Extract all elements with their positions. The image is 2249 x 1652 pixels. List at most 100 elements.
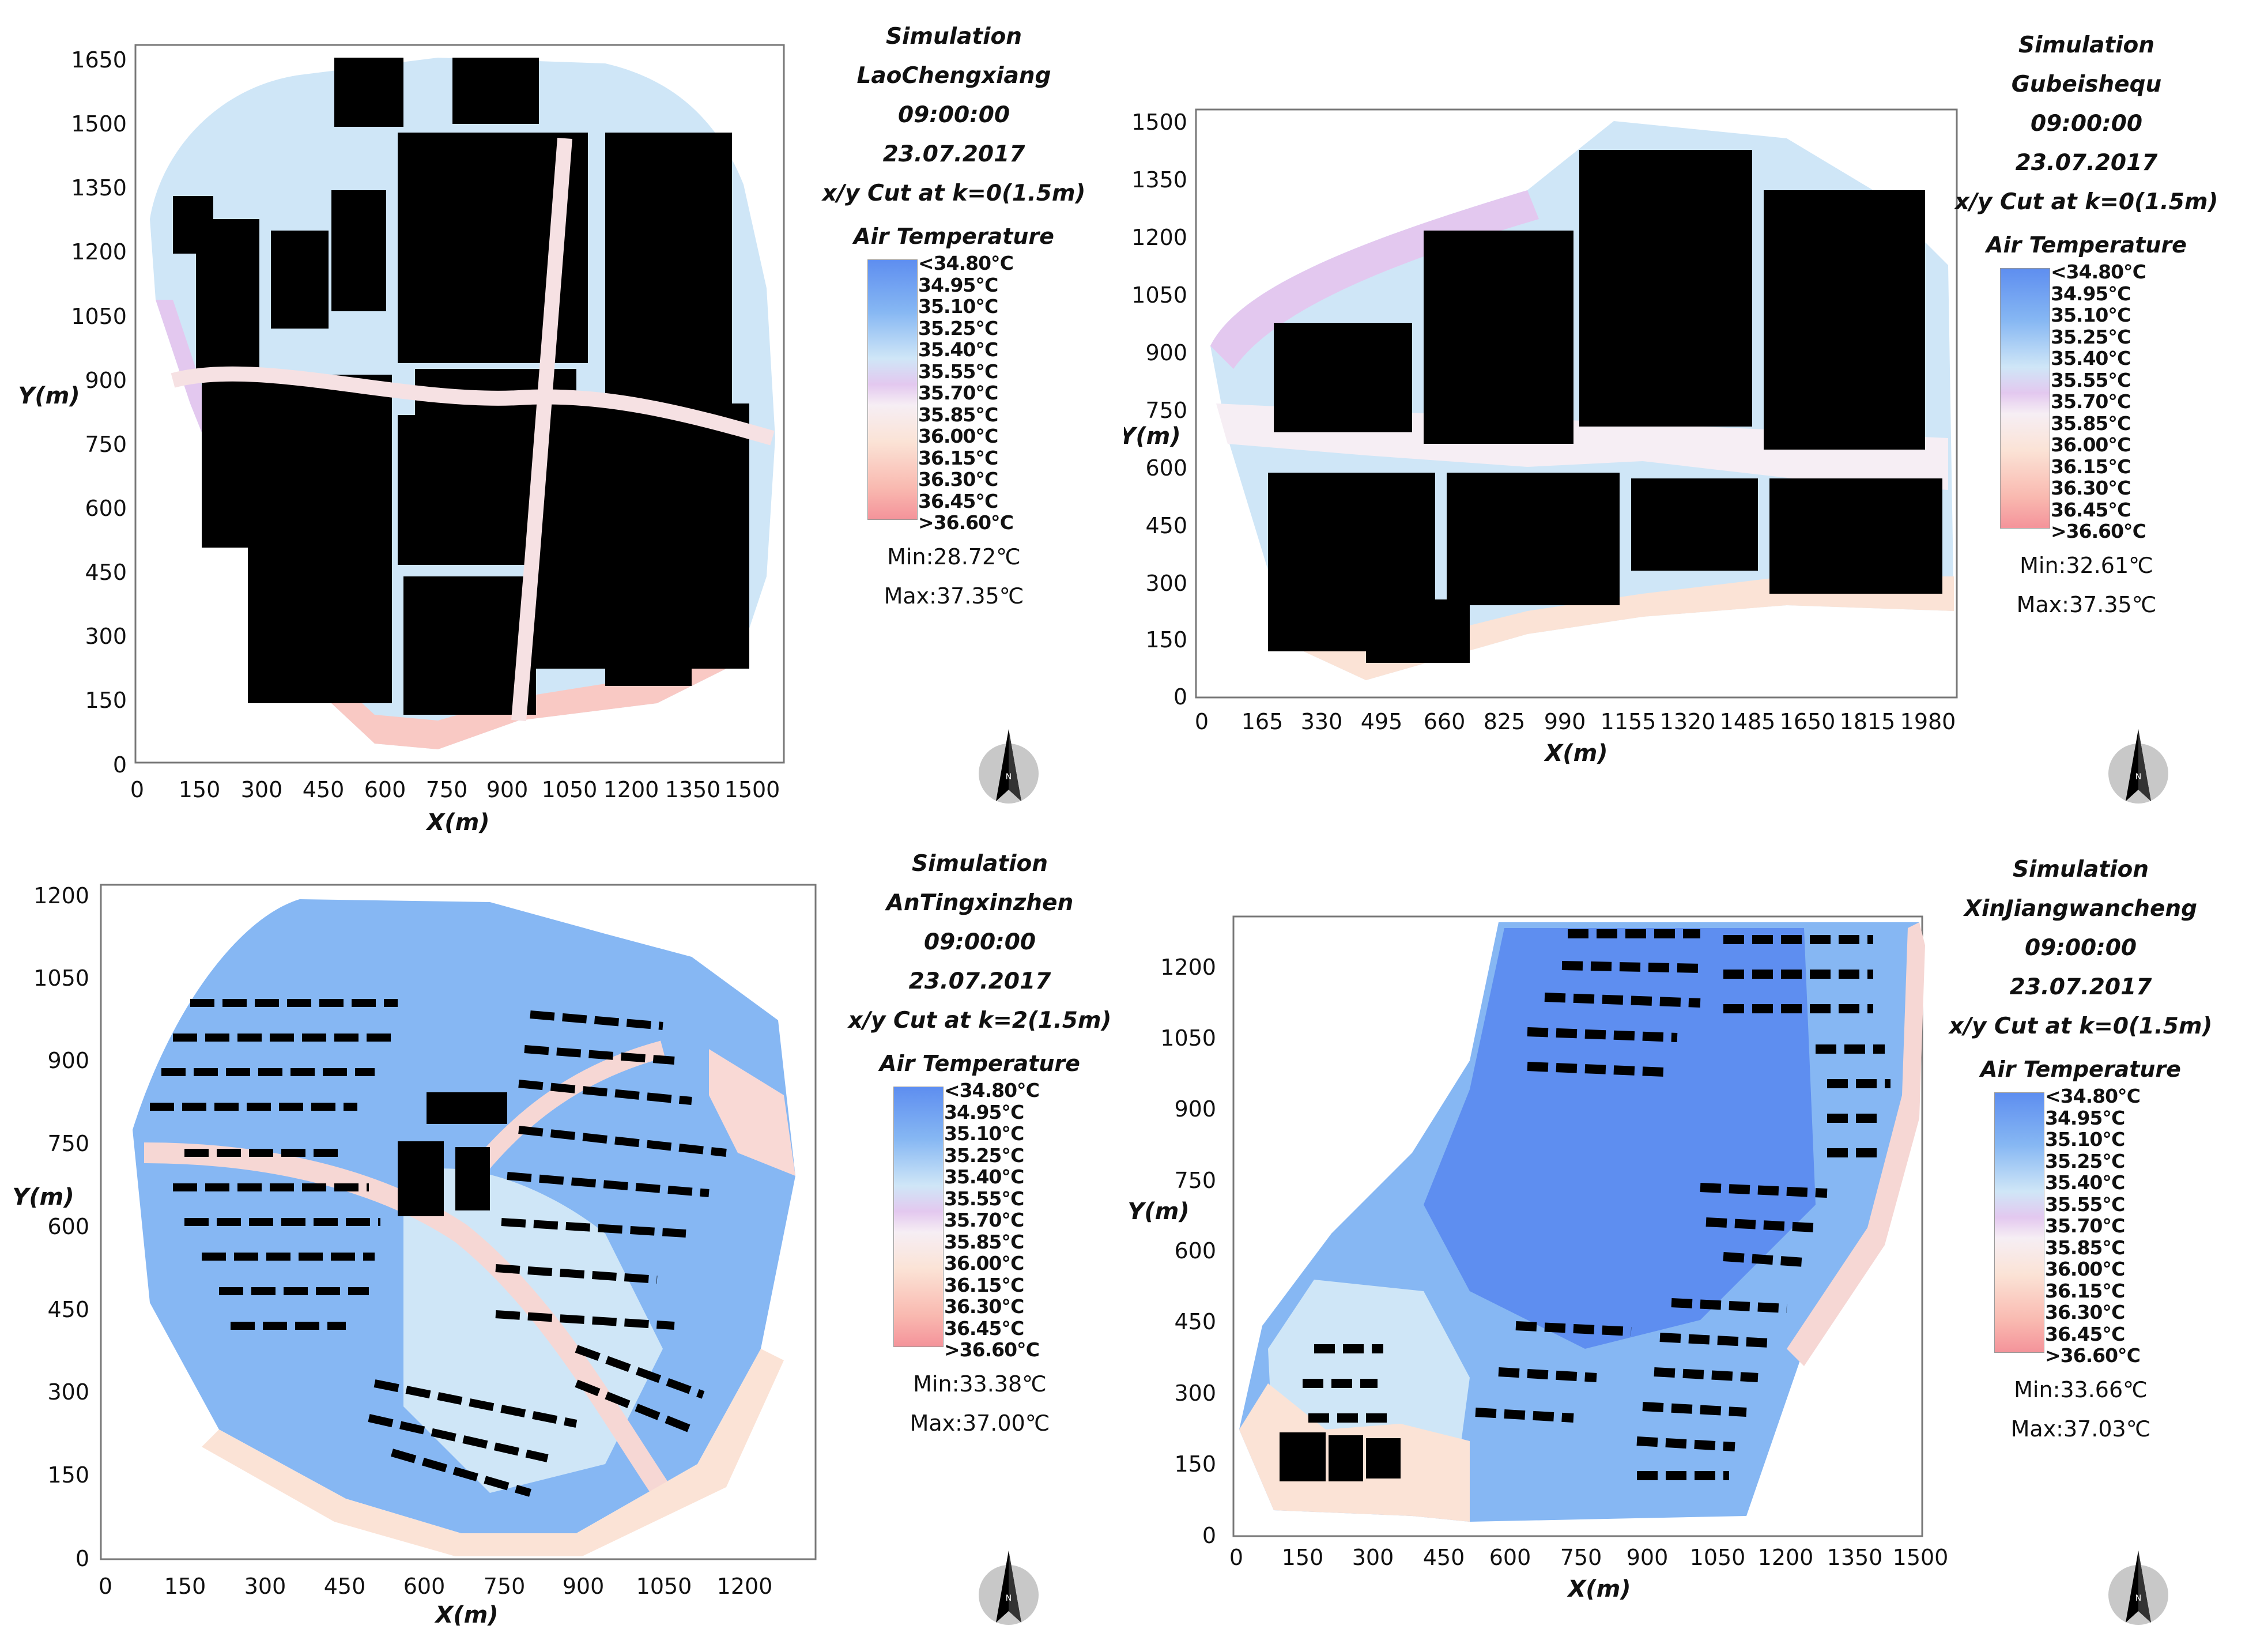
river-path (171, 138, 775, 722)
sim-date: 23.07.2017 (908, 968, 1051, 994)
legend-label: 35.40℃ (2045, 1171, 2125, 1194)
svg-text:N: N (2135, 772, 2141, 782)
y-tick: 1500 (1131, 110, 1187, 135)
y-tick: 450 (1174, 1309, 1216, 1334)
legend-label: 36.00℃ (944, 1252, 1024, 1274)
legend-label: 35.10℃ (918, 295, 998, 318)
legend-labels: <34.80℃ 34.95℃ 35.10℃ 35.25℃ 35.40℃ 35.5… (2045, 1085, 2172, 1367)
legend-gradient (893, 1087, 944, 1347)
simulation-label: Simulation (885, 24, 1022, 50)
y-tick: 150 (1174, 1451, 1216, 1477)
x-tick: 0 (1195, 709, 1209, 734)
x-tick: 660 (1424, 709, 1466, 734)
building-blocks (398, 1092, 507, 1216)
y-tick: 900 (1174, 1096, 1216, 1122)
y-tick: 750 (1174, 1168, 1216, 1193)
area-name: AnTingxinzhen (886, 890, 1074, 916)
info-block: Simulation XinJiangwancheng 09:00:00 23.… (1942, 850, 2219, 1449)
legend-label: 36.45℃ (944, 1317, 1024, 1340)
warm-edge (1787, 922, 1925, 1366)
x-axis: 0 150 300 450 600 750 900 1050 1200 1350… (1229, 1545, 1948, 1602)
x-tick: 1200 (1758, 1545, 1814, 1570)
legend-label: 36.15℃ (2051, 455, 2131, 478)
color-legend: <34.80℃ 34.95℃ 35.10℃ 35.25℃ 35.40℃ 35.5… (893, 1080, 1066, 1360)
color-legend: <34.80℃ 34.95℃ 35.10℃ 35.25℃ 35.40℃ 35.5… (2000, 261, 2173, 542)
x-tick: 450 (303, 777, 345, 802)
legend-label: 35.25℃ (944, 1144, 1024, 1167)
x-tick: 750 (1560, 1545, 1602, 1570)
y-tick: 1050 (1131, 282, 1187, 308)
info-block: Simulation LaoChengxiang 09:00:00 23.07.… (804, 17, 1104, 616)
x-tick: 1320 (1660, 709, 1716, 734)
legend-label: 35.70℃ (2045, 1215, 2125, 1237)
x-tick: 495 (1361, 709, 1403, 734)
max-value: Max:37.35℃ (2016, 592, 2157, 617)
legend-label: <34.80℃ (918, 252, 1014, 274)
legend-gradient (2000, 268, 2050, 529)
x-tick: 1815 (1840, 709, 1896, 734)
legend-label: 36.00℃ (2051, 433, 2131, 456)
y-tick: 0 (113, 752, 127, 778)
y-tick: 1200 (1160, 955, 1216, 980)
x-tick: 900 (1627, 1545, 1669, 1570)
area-name: XinJiangwancheng (1964, 896, 2198, 922)
y-tick: 750 (85, 432, 127, 457)
x-tick: 300 (1352, 1545, 1394, 1570)
info-block: Simulation Gubeishequ 09:00:00 23.07.201… (1954, 26, 2219, 624)
north-arrow-icon: N (2108, 729, 2168, 804)
x-axis-label: X(m) (433, 1602, 498, 1628)
legend-label: >36.60℃ (944, 1338, 1040, 1361)
x-tick: 300 (241, 777, 283, 802)
legend-label: 35.55℃ (918, 360, 998, 383)
x-axis: 0 165 330 495 660 825 990 1155 1320 1485… (1195, 709, 1956, 767)
legend-label: 36.30℃ (2045, 1301, 2125, 1323)
y-tick: 1650 (71, 47, 127, 73)
sim-date: 23.07.2017 (2015, 150, 2158, 176)
min-value: Min:33.66℃ (2014, 1377, 2148, 1402)
x-tick: 1650 (1780, 709, 1836, 734)
legend-label: >36.60℃ (918, 511, 1014, 534)
x-axis-label: X(m) (1566, 1576, 1631, 1602)
legend-title: Air Temperature (854, 224, 1054, 249)
legend-label: 35.70℃ (918, 382, 998, 404)
info-block: Simulation AnTingxinzhen 09:00:00 23.07.… (842, 844, 1118, 1443)
y-tick: 450 (85, 560, 127, 585)
x-tick: 990 (1544, 709, 1586, 734)
y-axis-label: Y(m) (12, 1184, 74, 1210)
x-tick: 150 (179, 777, 221, 802)
building-blocks (1268, 150, 1942, 663)
legend-labels: <34.80℃ 34.95℃ 35.10℃ 35.25℃ 35.40℃ 35.5… (918, 252, 1045, 534)
legend-label: 36.45℃ (2051, 498, 2131, 521)
x-axis-label: X(m) (425, 809, 489, 836)
y-tick: 750 (1145, 398, 1187, 423)
legend-label: 36.15℃ (944, 1273, 1024, 1296)
building-rows (150, 999, 727, 1497)
min-value: Min:33.38℃ (913, 1371, 1047, 1397)
y-tick: 300 (1145, 571, 1187, 596)
y-tick: 450 (47, 1297, 89, 1322)
sim-time: 09:00:00 (2024, 935, 2137, 961)
cut-label: x/y Cut at k=2(1.5m) (848, 1008, 1112, 1034)
area-name: LaoChengxiang (856, 63, 1051, 89)
north-arrow-icon: N (979, 729, 1039, 804)
color-legend: <34.80℃ 34.95℃ 35.10℃ 35.25℃ 35.40℃ 35.5… (1994, 1085, 2167, 1366)
color-legend: <34.80℃ 34.95℃ 35.10℃ 35.25℃ 35.40℃ 35.5… (867, 252, 1040, 533)
legend-label: 35.85℃ (944, 1230, 1024, 1253)
area-name: Gubeishequ (2011, 71, 2162, 97)
cut-label: x/y Cut at k=0(1.5m) (1949, 1013, 2213, 1039)
legend-label: 35.55℃ (2045, 1193, 2125, 1216)
legend-label: <34.80℃ (944, 1079, 1040, 1102)
legend-label: >36.60℃ (2045, 1344, 2141, 1367)
legend-label: 35.25℃ (2045, 1149, 2125, 1172)
warm-ring (202, 1349, 784, 1556)
x-tick: 900 (563, 1574, 605, 1599)
legend-label: 34.95℃ (2045, 1106, 2125, 1129)
x-tick: 0 (130, 777, 144, 802)
x-tick: 1200 (717, 1574, 773, 1599)
legend-label: 35.85℃ (2045, 1236, 2125, 1259)
legend-label: 35.10℃ (2045, 1128, 2125, 1151)
x-tick: 165 (1242, 709, 1284, 734)
legend-label: 35.40℃ (2051, 347, 2131, 369)
sim-date: 23.07.2017 (2009, 974, 2152, 1000)
legend-label: <34.80℃ (2045, 1085, 2141, 1107)
